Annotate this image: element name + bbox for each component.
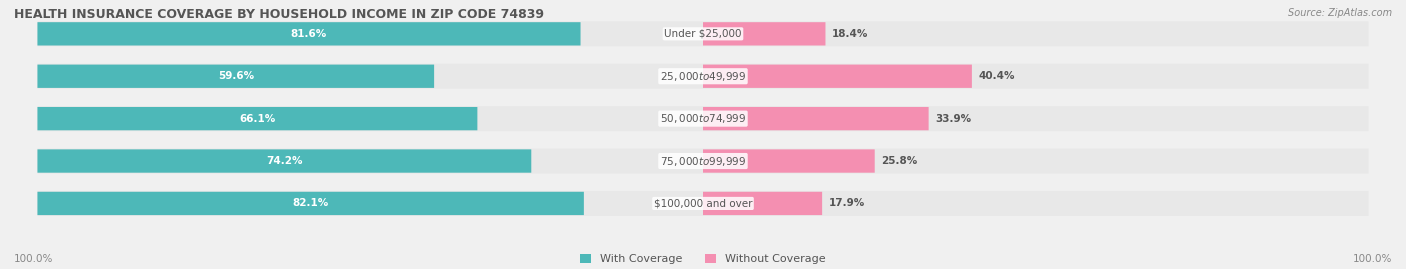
FancyBboxPatch shape bbox=[38, 192, 583, 215]
Text: 100.0%: 100.0% bbox=[14, 254, 53, 264]
FancyBboxPatch shape bbox=[38, 191, 1368, 216]
Text: Under $25,000: Under $25,000 bbox=[664, 29, 742, 39]
Text: 82.1%: 82.1% bbox=[292, 199, 329, 208]
FancyBboxPatch shape bbox=[703, 107, 928, 130]
Text: 25.8%: 25.8% bbox=[882, 156, 918, 166]
FancyBboxPatch shape bbox=[38, 22, 581, 45]
Text: 17.9%: 17.9% bbox=[828, 199, 865, 208]
Text: $75,000 to $99,999: $75,000 to $99,999 bbox=[659, 154, 747, 168]
FancyBboxPatch shape bbox=[703, 65, 972, 88]
Text: 40.4%: 40.4% bbox=[979, 71, 1015, 81]
Text: $100,000 and over: $100,000 and over bbox=[654, 199, 752, 208]
FancyBboxPatch shape bbox=[703, 22, 825, 45]
Text: Source: ZipAtlas.com: Source: ZipAtlas.com bbox=[1288, 8, 1392, 18]
Text: 81.6%: 81.6% bbox=[291, 29, 328, 39]
FancyBboxPatch shape bbox=[38, 107, 478, 130]
FancyBboxPatch shape bbox=[38, 64, 1368, 89]
FancyBboxPatch shape bbox=[38, 65, 434, 88]
FancyBboxPatch shape bbox=[703, 149, 875, 173]
FancyBboxPatch shape bbox=[703, 192, 823, 215]
Text: 33.9%: 33.9% bbox=[935, 114, 972, 124]
Text: 59.6%: 59.6% bbox=[218, 71, 254, 81]
Text: 18.4%: 18.4% bbox=[832, 29, 869, 39]
Text: 74.2%: 74.2% bbox=[266, 156, 302, 166]
Text: $25,000 to $49,999: $25,000 to $49,999 bbox=[659, 70, 747, 83]
Legend: With Coverage, Without Coverage: With Coverage, Without Coverage bbox=[576, 250, 830, 269]
Text: $50,000 to $74,999: $50,000 to $74,999 bbox=[659, 112, 747, 125]
FancyBboxPatch shape bbox=[38, 149, 531, 173]
Text: 66.1%: 66.1% bbox=[239, 114, 276, 124]
FancyBboxPatch shape bbox=[38, 148, 1368, 174]
FancyBboxPatch shape bbox=[38, 21, 1368, 46]
Text: HEALTH INSURANCE COVERAGE BY HOUSEHOLD INCOME IN ZIP CODE 74839: HEALTH INSURANCE COVERAGE BY HOUSEHOLD I… bbox=[14, 8, 544, 21]
FancyBboxPatch shape bbox=[38, 106, 1368, 131]
Text: 100.0%: 100.0% bbox=[1353, 254, 1392, 264]
